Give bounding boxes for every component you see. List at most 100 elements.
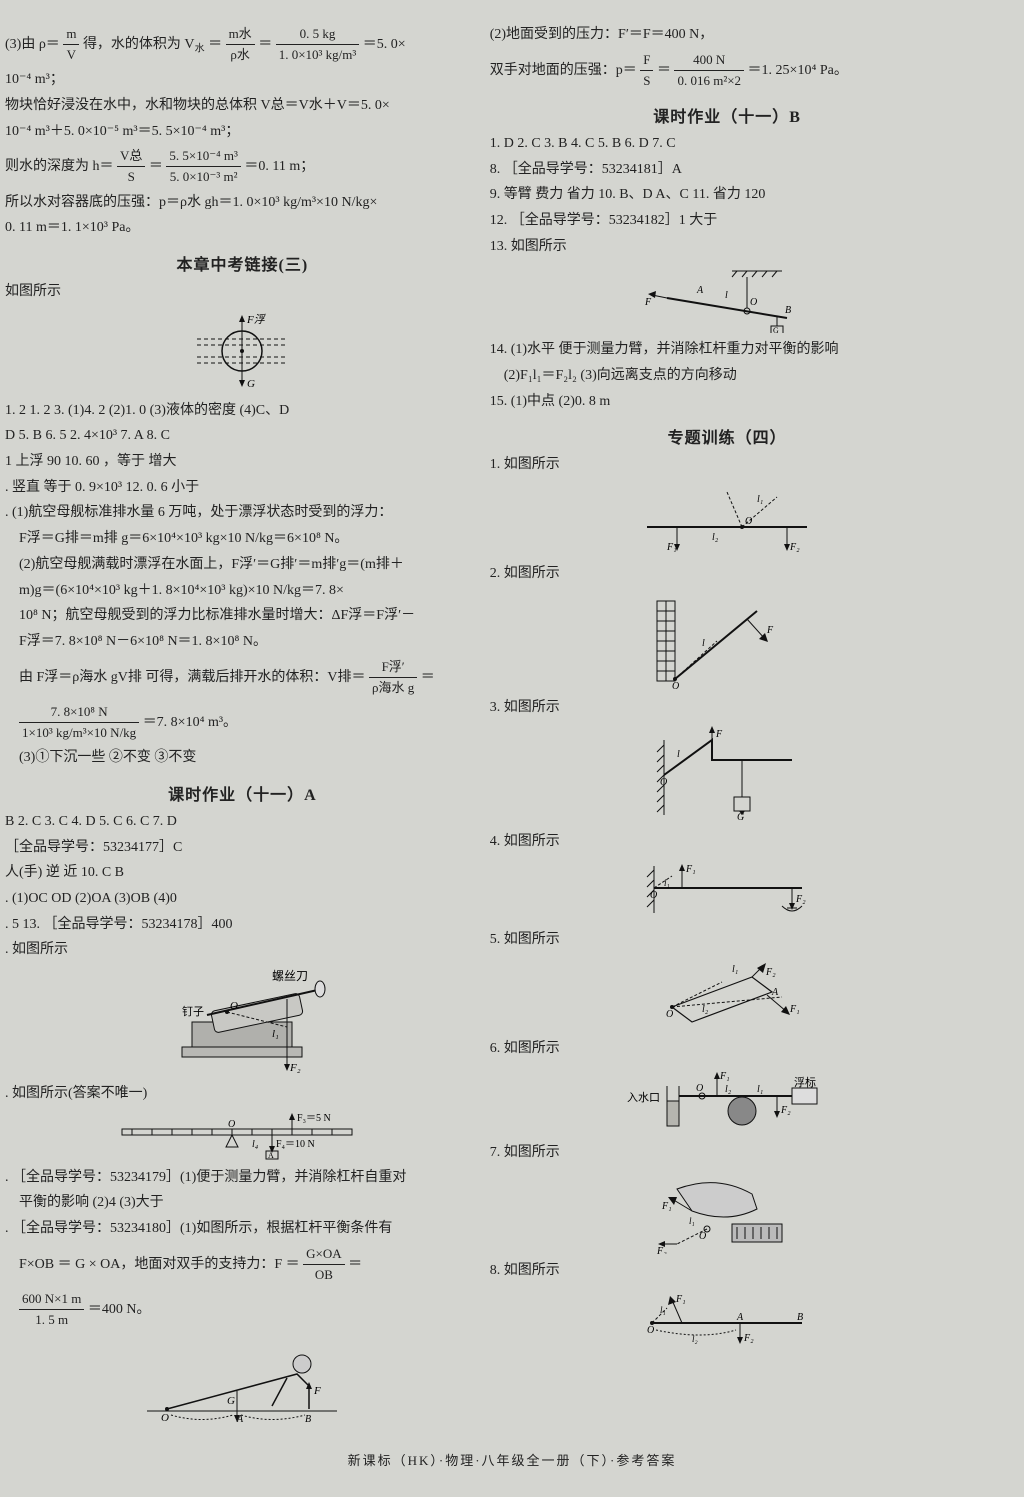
text-line: D 5. B 6. 5 2. 4×10³ 7. A 8. C [5,425,480,447]
text-line: 10⁻⁴ m³； [5,69,480,91]
diagram-q7: O F₁ F₂ l₁ [490,1169,965,1254]
svg-text:O: O [745,516,752,527]
text: ＝5. 0× [363,37,406,52]
diagram-svg: F l O G [642,725,812,825]
svg-text:F₁: F₁ [789,1004,800,1015]
text: ＝ [208,37,222,52]
text-line: 15. (1)中点 (2)0. 8 m [490,391,965,413]
svg-text:l: l [702,638,705,649]
diagram-svg: 入水口 O F₁ l₂ l₁ F₂ 浮标 [617,1066,837,1136]
diagram-svg: O F₂ l₁ l₂ A F₁ [642,957,812,1032]
svg-text:B: B [785,305,791,316]
svg-text:l₁: l₁ [664,878,670,888]
svg-text:O: O [660,777,667,788]
svg-text:l₂: l₂ [692,1334,698,1344]
text-line: 1. 2 1. 2 3. (1)4. 2 (2)1. 0 (3)液体的密度 (4… [5,400,480,422]
left-column: (3)由 ρ＝ mV 得，水的体积为 V水 ＝ m水ρ水 ＝ 0. 5 kg1.… [5,20,480,1432]
text-line: 3. 如图所示 [490,697,965,719]
svg-text:O: O [228,1119,235,1130]
svg-text:O: O [230,1000,238,1012]
text-line: ［全品导学号：53234177］C [5,837,480,859]
fraction: 600 N×1 m1. 5 m [19,1289,84,1330]
svg-text:l₂: l₂ [712,532,719,543]
text-line: 600 N×1 m1. 5 m ＝400 N。 [5,1289,480,1330]
fraction: 7. 8×10⁸ N1×10³ kg/m³×10 N/kg [19,702,139,743]
subscript: 水 [195,44,205,55]
diagram-svg: F l O [647,591,807,691]
diagram-q5: O F₂ l₁ l₂ A F₁ [490,957,965,1032]
text-line: F浮＝G排＝m排 g＝6×10⁴×10³ kg×10 N/kg＝6×10⁸ N。 [5,528,480,550]
svg-text:l₁: l₁ [732,964,738,975]
text: ＝400 N。 [88,1302,151,1317]
text: ＝ [258,37,272,52]
label: l₄ [252,1139,259,1150]
svg-text:B: B [305,1414,311,1425]
svg-text:A: A [696,285,704,296]
text-line: 10⁻⁴ m³＋5. 0×10⁻⁵ m³＝5. 5×10⁻⁴ m³； [5,121,480,143]
text-line: . ［全品导学号：53234179］(1)便于测量力臂，并消除杠杆自重对 [5,1167,480,1189]
svg-text:F₁: F₁ [675,1294,686,1305]
text-line: . ［全品导学号：53234180］(1)如图所示，根据杠杆平衡条件有 [5,1218,480,1240]
svg-text:F₂: F₂ [656,1246,667,1254]
text-line: 1. D 2. C 3. B 4. C 5. B 6. D 7. C [490,133,965,155]
diagram-svg: F₁ l₁ O F₂ [632,858,822,923]
svg-text:l: l [725,290,728,301]
svg-text:F₂: F₂ [289,1062,301,1074]
svg-text:F₁: F₁ [666,542,677,553]
right-column: (2)地面受到的压力：F′＝F＝400 N， 双手对地面的压强：p＝ FS ＝ … [490,20,965,1432]
text-line: 1 上浮 90 10. 60 ，等于 增大 [5,451,480,473]
fraction: FS [640,50,653,91]
text-line: 4. 如图所示 [490,831,965,853]
text-line: (2)F₁l₁＝F₂l₂ (3)向远离支点的方向移动 [490,365,965,387]
text-line: 人(手) 逆 近 10. C B [5,862,480,884]
svg-text:钉子: 钉子 [182,1005,204,1018]
text: F×OB ＝ G × OA，地面对双手的支持力：F ＝ [19,1257,300,1272]
text-line: 双手对地面的压强：p＝ FS ＝ 400 N0. 016 m²×2 ＝1. 25… [490,50,965,91]
svg-text:F₂: F₂ [780,1105,791,1116]
fraction: V总S [117,146,145,187]
svg-text:F₂: F₂ [789,542,800,553]
label: 浮标 [794,1075,816,1089]
page-footer: 新课标（HK）·物理·八年级全一册（下）·参考答案 [0,1450,1024,1469]
text-line: . 如图所示 [5,939,480,961]
svg-text:G: G [773,326,779,333]
diagram-lever-bar: O F₃＝5 N F₄＝10 N l₄ A [5,1111,480,1161]
text: ＝1. 25×10⁴ Pa。 [748,63,848,78]
text: ＝0. 11 m； [244,159,314,174]
text-line: 8. 如图所示 [490,1260,965,1282]
svg-text:O: O [696,1083,703,1094]
text: ＝ [421,669,435,684]
svg-text:l₂: l₂ [702,1004,709,1015]
text-line: . 竖直 等于 0. 9×10³ 12. 0. 6 小于 [5,477,480,499]
svg-text:G: G [247,378,255,390]
svg-text:F: F [313,1385,321,1397]
svg-text:l: l [677,749,680,760]
text-line: 9. 等臂 费力 省力 10. B、D A、C 11. 省力 120 [490,184,965,206]
diagram-svg: O A B F₁ l₁ l₂ F₂ [632,1288,822,1348]
text: 由 F浮＝ρ海水 gV排 可得，满载后排开水的体积：V排＝ [19,669,366,684]
fraction: F浮′ρ海水 g [369,657,417,698]
section-heading: 课时作业（十一）A [5,781,480,805]
text-line: . (1)OC OD (2)OA (3)OB (4)0 [5,888,480,910]
text: 得，水的体积为 V [83,37,195,52]
svg-text:O: O [647,1325,654,1336]
svg-text:F₁: F₁ [719,1071,730,1082]
svg-text:F₂: F₂ [743,1333,754,1344]
svg-text:F₂: F₂ [765,967,776,978]
text: (3)由 ρ＝ [5,37,60,52]
diagram-svg: O G A F B [137,1336,347,1426]
diagram-lever-13: A O l F B G [490,263,965,333]
text-line: 14. (1)水平 便于测量力臂，并消除杠杆重力对平衡的影响 [490,339,965,361]
section-heading: 本章中考链接(三) [5,251,480,275]
svg-text:F₂: F₂ [795,894,806,905]
text-line: 则水的深度为 h＝ V总S ＝ 5. 5×10⁻⁴ m³5. 0×10⁻³ m²… [5,146,480,187]
text-line: . (1)航空母舰标准排水量 6 万吨，处于漂浮状态时受到的浮力： [5,502,480,524]
text-line: . 5 13. ［全品导学号：53234178］400 [5,914,480,936]
section-heading: 专题训练（四） [490,424,965,448]
text-line: 7. 8×10⁸ N1×10³ kg/m³×10 N/kg ＝7. 8×10⁴ … [5,702,480,743]
diagram-svg: A O l F B G [637,263,817,333]
svg-text:l₁: l₁ [757,494,763,505]
label: F₄＝10 N [276,1139,315,1150]
svg-text:G: G [737,812,744,823]
fraction: 5. 5×10⁻⁴ m³5. 0×10⁻³ m² [166,146,241,187]
